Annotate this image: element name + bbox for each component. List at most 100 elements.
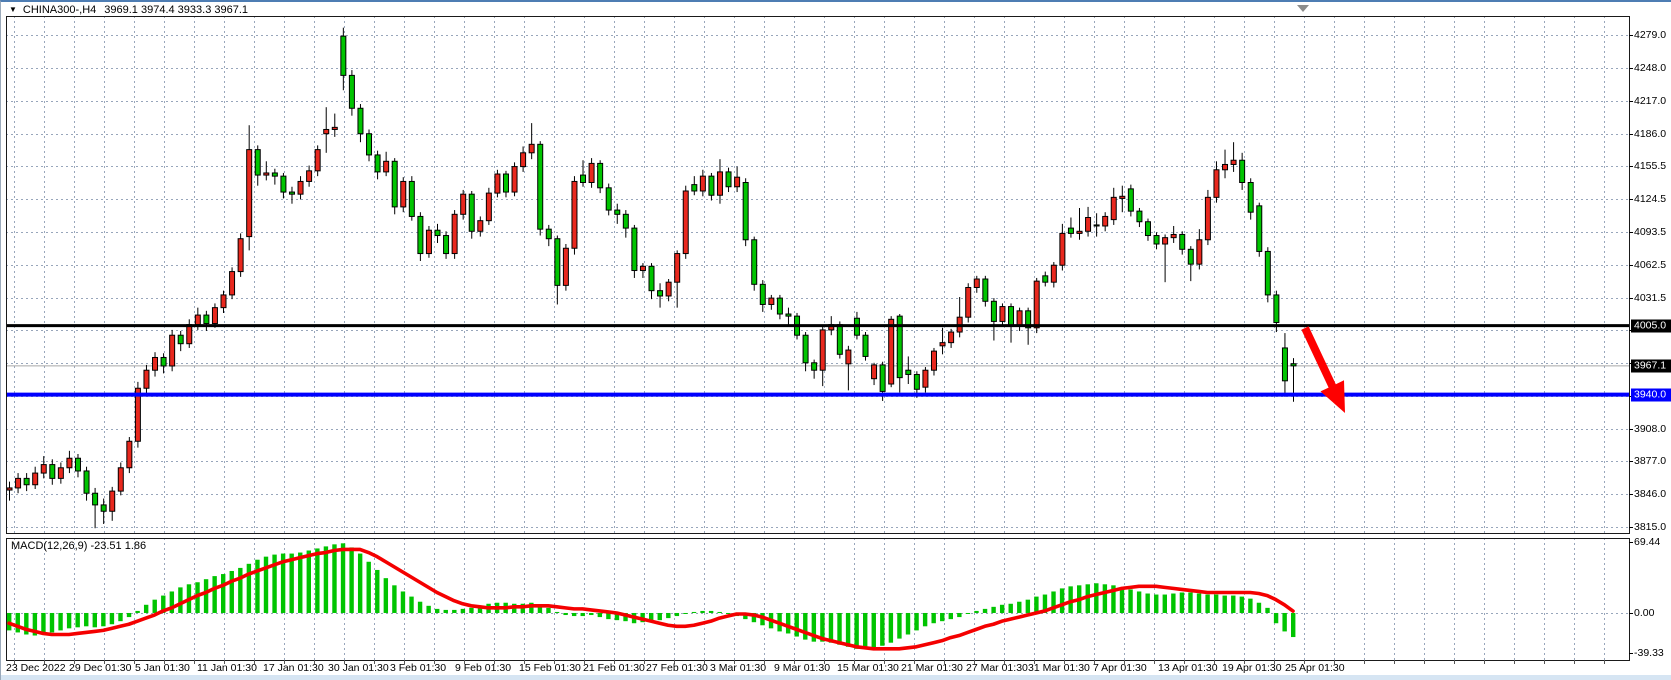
candle-body: [400, 180, 407, 208]
macd-bar: [717, 611, 722, 613]
macd-bar: [409, 596, 414, 613]
macd-bar: [1273, 612, 1279, 624]
macd-bar: [1008, 603, 1013, 613]
time-axis-label: 5 Jan 01:30: [135, 662, 190, 674]
candle-body: [1093, 224, 1100, 227]
macd-bar: [743, 612, 748, 620]
macd-bar: [597, 612, 603, 618]
macd-bar: [315, 548, 320, 613]
candle-body: [451, 213, 458, 255]
candle-body: [562, 247, 569, 286]
price-axis-label: 4031.5: [1634, 291, 1667, 304]
macd-bar: [931, 612, 936, 624]
macd-bar: [649, 612, 654, 622]
candle-body: [759, 283, 766, 305]
candle-body: [134, 387, 141, 442]
candle-body: [425, 229, 432, 255]
macd-bar: [554, 611, 560, 613]
candle-body: [314, 149, 321, 172]
macd-bar: [820, 612, 825, 642]
time-axis-label: 21 Mar 01:30: [901, 662, 963, 674]
time-axis-label: 23 Dec 2022: [6, 662, 66, 674]
candle-body: [109, 490, 116, 512]
macd-bar: [683, 612, 688, 615]
candle-body: [648, 265, 655, 292]
bottom-scroll-strip[interactable]: [1, 675, 1671, 680]
macd-bar: [854, 612, 859, 649]
candle-body: [1290, 363, 1297, 367]
macd-bar: [589, 612, 594, 616]
candle-body: [605, 187, 612, 211]
candle-body: [913, 373, 920, 390]
candle-body: [229, 271, 236, 296]
candle-body: [939, 342, 946, 347]
macd-bar: [905, 612, 911, 635]
candle-body: [220, 294, 227, 309]
candle-body: [494, 173, 501, 194]
main-plot-border: [6, 16, 1630, 534]
macd-bar: [880, 612, 885, 646]
macd-bar: [991, 606, 996, 613]
macd-bar: [460, 608, 466, 613]
macd-bar: [169, 591, 175, 613]
macd-bar: [118, 612, 123, 622]
macd-bar: [1188, 592, 1193, 613]
candle-body: [271, 172, 278, 177]
candle-body: [888, 318, 895, 385]
macd-bar: [357, 553, 363, 613]
macd-bar: [863, 612, 868, 649]
candle-body: [845, 349, 852, 365]
macd-bar: [92, 612, 97, 628]
candle-body: [657, 290, 664, 297]
macd-bar: [298, 552, 303, 613]
candle-body: [674, 253, 681, 283]
trend-arrow-annotation[interactable]: [1301, 326, 1345, 413]
macd-bar: [1034, 596, 1039, 613]
chart-shift-marker-icon[interactable]: [1297, 5, 1309, 12]
chart-symbol-dropdown-icon[interactable]: ▼: [9, 5, 17, 14]
price-axis-label: 4155.5: [1634, 160, 1667, 173]
time-axis-label: 15 Feb 01:30: [519, 662, 581, 674]
price-axis-label: 4062.5: [1634, 258, 1667, 271]
macd-bar: [340, 543, 346, 613]
candle-body: [485, 192, 492, 222]
candle-body: [785, 313, 792, 317]
time-axis-label: 11 Jan 01:30: [197, 662, 257, 674]
macd-bar: [1094, 583, 1099, 613]
candle-body: [323, 128, 330, 135]
candle-body: [49, 464, 56, 479]
macd-bar: [143, 604, 149, 613]
chart-symbol-label: CHINA300-,H4: [22, 3, 97, 16]
macd-bar: [1017, 601, 1022, 613]
candle-body: [1230, 159, 1237, 165]
candle-body: [1281, 347, 1288, 382]
macd-bar: [135, 610, 140, 613]
candle-body: [1059, 232, 1066, 266]
macd-bar: [24, 612, 29, 635]
candle-body: [708, 175, 715, 196]
candle-body: [391, 160, 398, 208]
macd-bar: [332, 544, 337, 613]
candle-body: [597, 162, 604, 189]
macd-bar: [922, 612, 928, 627]
macd-bar: [221, 574, 226, 613]
macd-bar: [323, 546, 329, 613]
macd-bar: [375, 569, 380, 613]
candle-body: [725, 171, 732, 188]
macd-bar: [1265, 607, 1270, 613]
candle-body: [32, 472, 39, 486]
macd-bar: [1051, 591, 1056, 613]
macd-bar: [785, 612, 791, 634]
candle-body: [588, 162, 595, 184]
macd-bar: [580, 612, 585, 617]
candle-body: [896, 315, 903, 379]
candle-body: [383, 160, 390, 173]
candle-body: [160, 356, 167, 367]
macd-bar: [708, 610, 714, 613]
macd-bar: [435, 608, 440, 613]
candle-body: [211, 307, 218, 325]
macd-bar: [965, 612, 971, 615]
candle-body: [528, 143, 535, 154]
macd-bar: [674, 612, 680, 617]
